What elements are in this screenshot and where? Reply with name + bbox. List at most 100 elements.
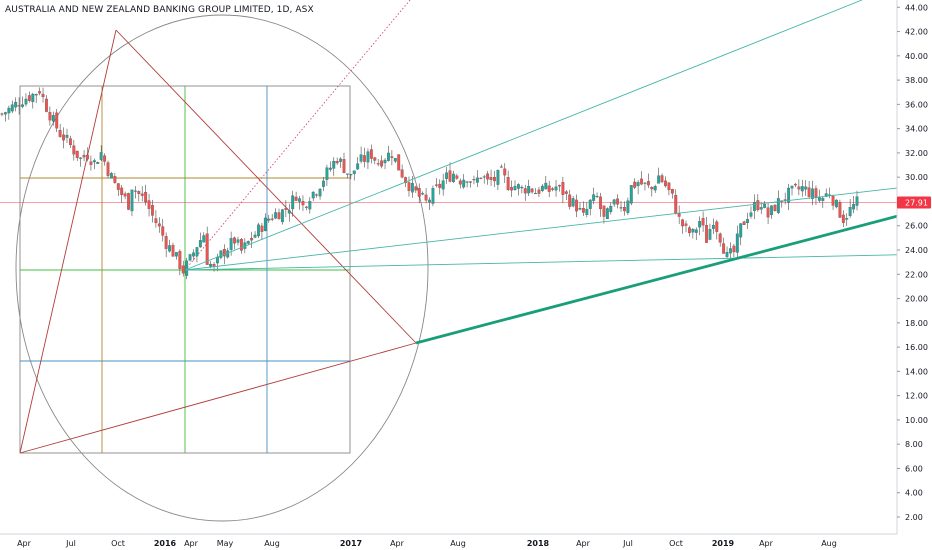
time-axis: Apr Jul Oct 2016 Apr May Aug 2017 Apr Aug 2018 Apr J…	[0, 533, 897, 550]
candle-body	[694, 229, 698, 233]
candle-body	[157, 223, 161, 227]
candle-body	[732, 245, 736, 253]
time-tick-label: Apr	[576, 539, 591, 548]
candle-body	[226, 250, 230, 258]
candle-body	[434, 184, 438, 186]
candle-body	[684, 223, 688, 226]
candle-body	[393, 158, 397, 162]
candle-body	[363, 155, 366, 162]
candle-body	[698, 221, 702, 228]
candle-body	[458, 180, 462, 185]
candle-body	[233, 237, 236, 244]
candle-body	[595, 196, 599, 198]
candle-body	[838, 202, 842, 218]
candle-body	[68, 138, 72, 146]
candle-body	[455, 175, 459, 179]
price-tick-label: 20.00	[905, 295, 928, 304]
candle-body	[718, 233, 722, 243]
candle-body	[185, 260, 189, 276]
candle-body	[804, 186, 808, 190]
thick-support-trendline	[415, 205, 932, 345]
candle-body	[469, 181, 472, 183]
candle-body	[55, 112, 59, 129]
candle-body	[229, 238, 233, 250]
candle-body	[585, 208, 589, 215]
candle-body	[421, 193, 425, 195]
candle-body	[544, 182, 548, 190]
candle-body	[397, 154, 401, 171]
candle-body	[489, 177, 493, 180]
candle-body	[151, 205, 154, 216]
candle-body	[787, 187, 791, 203]
candle-body	[239, 238, 243, 251]
candle-body	[75, 150, 79, 158]
price-tick-label: 14.00	[905, 367, 928, 376]
candle-body	[770, 205, 773, 216]
candle-body	[410, 183, 414, 193]
price-tick-label: 40.00	[905, 52, 928, 61]
candle-body	[281, 209, 284, 223]
price-tick-label: 44.00	[905, 3, 928, 12]
candle-body	[72, 145, 76, 155]
candle-body	[568, 194, 572, 207]
price-axis: 2.00 4.00 6.00 8.00 10.00 12.00 14.00 16.00 18.0…	[896, 0, 932, 550]
price-tick-label: 18.00	[905, 319, 928, 328]
candle-body	[161, 226, 165, 236]
time-tick-label: Jul	[622, 539, 633, 548]
time-tick-label: Apr	[17, 539, 32, 548]
candle-body	[660, 175, 664, 183]
candle-body	[701, 218, 705, 226]
candle-body	[831, 195, 835, 206]
candle-body	[759, 207, 763, 210]
gann-circle	[15, 14, 429, 522]
candle-body	[523, 188, 527, 194]
candle-body	[445, 172, 449, 179]
time-tick-label: May	[217, 539, 234, 548]
candle-body	[209, 263, 213, 267]
red-line-up	[19, 29, 117, 454]
last-price-text: 27.91	[905, 199, 928, 208]
candle-body	[636, 182, 640, 187]
candle-body	[82, 155, 86, 158]
teal-fan-line-2	[184, 183, 932, 271]
candle-body	[10, 104, 14, 112]
candle-body	[657, 175, 661, 184]
candle-body	[178, 251, 182, 269]
candle-body	[551, 188, 555, 190]
drawing-annotations	[0, 0, 897, 522]
time-tick-label: Aug	[264, 539, 280, 548]
candle-body	[633, 181, 637, 188]
candle-body	[486, 173, 490, 180]
candle-body	[513, 185, 517, 191]
candle-body	[383, 159, 387, 164]
candle-body	[332, 160, 336, 169]
candle-body	[756, 200, 760, 211]
candle-body	[120, 187, 124, 195]
candle-body	[773, 204, 777, 212]
candle-body	[708, 229, 712, 240]
candle-body	[640, 178, 643, 185]
candle-body	[729, 248, 732, 254]
candle-body	[79, 157, 83, 159]
candle-body	[414, 186, 418, 191]
candle-body	[462, 179, 466, 188]
candle-body	[821, 197, 825, 201]
candle-body	[86, 154, 89, 160]
candle-body	[711, 224, 715, 229]
candle-body	[284, 208, 288, 210]
candle-body	[790, 185, 794, 189]
candle-body	[304, 206, 308, 208]
candle-body	[164, 236, 168, 249]
candle-body	[34, 94, 38, 96]
candle-body	[250, 238, 254, 241]
price-tick-label: 8.00	[905, 440, 923, 449]
symbol-title: AUSTRALIA AND NEW ZEALAND BANKING GROUP …	[5, 5, 314, 15]
candle-body	[722, 243, 726, 254]
candle-body	[554, 186, 558, 191]
candle-body	[315, 194, 319, 196]
candle-body	[65, 134, 69, 138]
candle-body	[592, 194, 596, 201]
candle-body	[626, 200, 630, 213]
candle-body	[616, 198, 620, 205]
